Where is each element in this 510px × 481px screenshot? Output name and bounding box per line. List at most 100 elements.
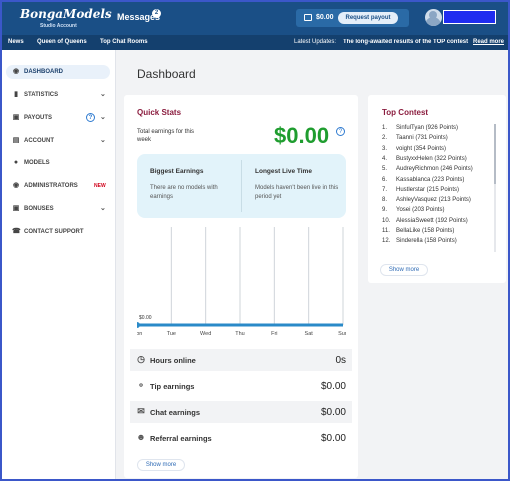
contest-entry: voight (354 Points): [396, 145, 447, 152]
chat-icon: ✉: [137, 406, 145, 416]
sidebar-item-label: CONTACT SUPPORT: [24, 229, 84, 235]
support-icon: ☎: [12, 228, 21, 235]
sidebar-item-label: DASHBOARD: [24, 69, 63, 75]
stat-row-referral-earnings: ☻ Referral earnings $0.00: [130, 427, 352, 449]
contest-scrollbar[interactable]: [494, 124, 496, 252]
data-point: [137, 322, 140, 328]
quick-stats-title: Quick Stats: [137, 108, 182, 117]
sidebar-item-bonuses[interactable]: ▣ BONUSES ⌄: [6, 202, 110, 216]
logo-subtitle: Studio Account: [40, 23, 77, 29]
sidebar-item-models[interactable]: ● MODELS: [6, 156, 110, 170]
chevron-down-icon: ⌄: [100, 114, 106, 121]
sidebar-item-contact-support[interactable]: ☎ CONTACT SUPPORT: [6, 225, 110, 239]
nav-queen-of-queens[interactable]: Queen of Queens: [37, 39, 87, 45]
sidebar-item-label: PAYOUTS: [24, 115, 53, 121]
messages-link[interactable]: Messages: [117, 12, 161, 22]
longest-live-title: Longest Live Time: [255, 168, 312, 175]
sidebar-item-label: ADMINISTRATORS: [24, 183, 78, 189]
contest-rank: 8.: [382, 197, 388, 204]
contest-entry: BustyxxHelen (322 Points): [396, 155, 467, 162]
contest-entry: AlessiaSweett (192 Points): [396, 217, 468, 224]
balance-value: $0.00: [316, 14, 334, 21]
ticker-text: The long-awaited results of the TOP cont…: [343, 39, 469, 45]
stat-label: Chat earnings: [150, 408, 201, 417]
users-icon: ☻: [136, 432, 146, 442]
stat-label: Referral earnings: [150, 434, 212, 443]
messages-count-badge: 2: [152, 9, 161, 18]
quick-stats-card: Quick Stats Total earnings for this week…: [124, 95, 358, 478]
contest-entry: Sinderella (158 Points): [396, 238, 457, 245]
clock-icon: ◷: [137, 354, 145, 364]
stat-value: $0.00: [320, 407, 346, 418]
contest-entry: Hustlerstar (215 Points): [396, 186, 460, 193]
x-tick-label: Sun: [338, 331, 346, 337]
contest-rank: 11.: [382, 228, 390, 234]
coins-icon: ⚬: [137, 380, 145, 390]
total-earnings-value: $0.00: [274, 123, 330, 148]
stat-value: $0.00: [320, 381, 346, 392]
chevron-down-icon: ⌄: [100, 91, 106, 98]
top-contest-card: Top Contest 1. SinfulTyan (926 Points) 2. T…: [368, 95, 506, 283]
stat-label: Tip earnings: [150, 382, 195, 391]
stat-value: 0s: [335, 355, 346, 366]
new-badge: NEW: [94, 183, 106, 189]
avatar[interactable]: [425, 9, 442, 26]
x-tick-label: Mon: [137, 331, 142, 337]
bar-chart-icon: ▮: [14, 91, 18, 98]
total-earnings-label: Total earnings for this week: [137, 129, 195, 143]
dashboard-icon: ◉: [12, 68, 20, 75]
contest-entry: SinfulTyan (926 Points): [396, 125, 459, 131]
contest-rank: 1.: [382, 125, 388, 131]
contest-rank: 10.: [382, 217, 391, 224]
logo[interactable]: BongaModels: [20, 7, 112, 21]
contest-rank: 5.: [382, 166, 388, 173]
contest-rank: 7.: [382, 186, 388, 193]
sidebar-item-payouts[interactable]: ▣ PAYOUTS ? ⌄: [6, 111, 110, 125]
sidebar-item-account[interactable]: ▤ ACCOUNT ⌄: [6, 134, 110, 148]
admin-icon: ◉: [12, 182, 20, 189]
sidebar-item-dashboard[interactable]: ◉ DASHBOARD: [6, 65, 110, 79]
x-tick-label: Thu: [235, 331, 244, 337]
nav-top-chat-rooms[interactable]: Top Chat Rooms: [100, 39, 148, 45]
top-bar: BongaModels Studio Account Messages 2 $0…: [2, 2, 508, 35]
nav-news[interactable]: News: [8, 39, 24, 45]
read-more-link[interactable]: Read more: [473, 39, 505, 45]
help-icon[interactable]: ?: [336, 127, 345, 136]
quick-stats-show-more-button[interactable]: Show more: [137, 459, 185, 471]
person-icon: ●: [13, 159, 19, 166]
longest-live-text: Models haven't been live in this period …: [255, 185, 339, 200]
contest-rank: 9.: [382, 207, 388, 214]
contest-entry: BellaLike (158 Points): [396, 228, 455, 234]
stat-row-hours-online: ◷ Hours online 0s: [130, 349, 352, 371]
contest-entry: Kassablanca (223 Points): [396, 176, 465, 183]
sidebar: ◉ DASHBOARD ▮ STATISTICS ⌄ ▣ PAYOUTS ? ⌄…: [2, 50, 116, 479]
weekly-earnings-chart: Mon Tue Wed Thu Fri Sat Sun $0.00: [137, 227, 346, 337]
biggest-earnings-title: Biggest Earnings: [150, 168, 204, 175]
contest-rank: 2.: [382, 135, 388, 142]
help-icon[interactable]: ?: [86, 113, 95, 122]
sidebar-item-label: STATISTICS: [24, 92, 59, 98]
wallet-icon: ▣: [12, 114, 20, 121]
top-contest-show-more-button[interactable]: Show more: [380, 264, 428, 276]
card-icon: ▤: [12, 137, 20, 144]
stat-row-tip-earnings: ⚬ Tip earnings $0.00: [130, 375, 352, 397]
page-title: Dashboard: [137, 67, 196, 81]
sidebar-item-statistics[interactable]: ▮ STATISTICS ⌄: [6, 88, 110, 102]
contest-entry: Taanni (731 Points): [396, 135, 448, 142]
request-payout-button[interactable]: Request payout: [338, 12, 398, 24]
username-redacted[interactable]: [443, 10, 496, 24]
x-tick-label: Tue: [167, 331, 176, 337]
contest-entry: AudreyRichmon (246 Points): [396, 166, 473, 173]
sidebar-item-administrators[interactable]: ◉ ADMINISTRATORS NEW: [6, 179, 110, 193]
sidebar-item-label: BONUSES: [24, 206, 54, 212]
contest-rank: 6.: [382, 176, 388, 183]
ticker-label: Latest Updates:: [294, 39, 337, 45]
gift-icon: ▣: [12, 205, 20, 212]
top-contest-title: Top Contest: [382, 108, 429, 117]
stat-label: Hours online: [150, 356, 196, 365]
biggest-earnings-text: There are no models with earnings: [150, 185, 218, 200]
contest-rank: 4.: [382, 155, 388, 162]
data-label: $0.00: [139, 315, 152, 321]
x-tick-label: Fri: [271, 331, 277, 337]
